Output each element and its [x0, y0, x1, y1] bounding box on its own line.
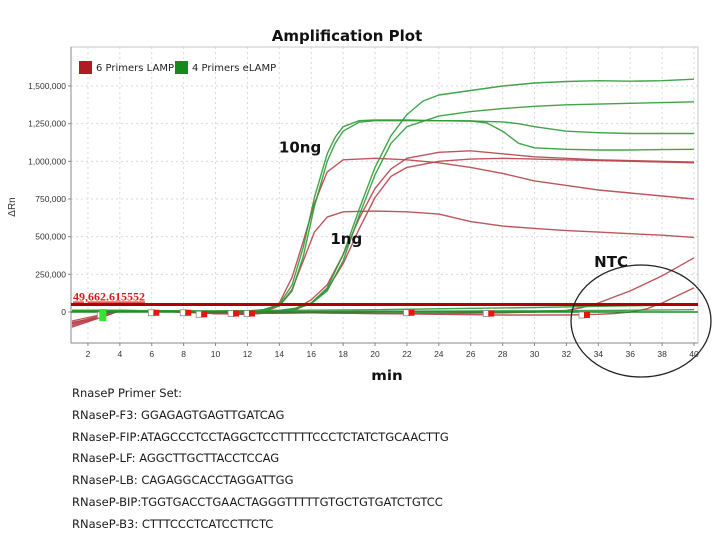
- ntc-circle-annotation: [570, 264, 712, 378]
- y-axis-label: ΔRn: [7, 197, 18, 216]
- x-tick-label: 40: [689, 349, 699, 359]
- primer-b3: RNaseP-B3: CTTTCCCTCATCCTTCTC: [72, 516, 274, 531]
- x-tick-label: 2: [86, 349, 91, 359]
- series-line: [72, 120, 694, 312]
- x-tick-label: 16: [306, 349, 316, 359]
- legend: 6 Primers LAMP 4 Primers eLAMP: [79, 61, 276, 74]
- legend-label-lamp: 6 Primers LAMP: [96, 63, 174, 74]
- threshold: 49,662.615552: [71, 290, 698, 313]
- x-tick-label: 34: [594, 349, 604, 359]
- x-tick-label: 12: [243, 349, 253, 359]
- annotation-10ng: 10ng: [279, 138, 321, 156]
- primer-f3: RNaseP-F3: GGAGAGTGAGTTGATCAG: [72, 407, 285, 422]
- primer-fip: RNaseP-FIP:ATAGCCCTCCTAGGCTCCTTTTTCCCTCT…: [72, 429, 449, 444]
- marker-red: [233, 310, 240, 317]
- x-tick-label: 10: [211, 349, 221, 359]
- primer-bip: RNaseP-BIP:TGGTGACCTGAACTAGGGTTTTTGTGCTG…: [72, 494, 443, 509]
- series-line: [71, 150, 695, 325]
- x-tick-label: 24: [434, 349, 444, 359]
- baseline-markers: [96, 309, 590, 322]
- marker-red: [249, 310, 256, 317]
- x-tick-label: 18: [338, 349, 348, 359]
- y-tick-label: 1,000,000: [28, 156, 66, 166]
- x-tick-label: 28: [498, 349, 508, 359]
- x-axis-label: min: [371, 367, 402, 380]
- primer-lf: RNaseP-LF: AGGCTTGCTTACCTCCAG: [72, 451, 280, 466]
- threshold-label: 49,662.615552: [73, 290, 145, 304]
- legend-swatch-lamp: [79, 61, 92, 74]
- plot-frame: [70, 46, 699, 344]
- primer-lb: RNaseP-LB: CAGAGGCACCTAGGATTGG: [72, 473, 294, 488]
- legend-label-elamp: 4 Primers eLAMP: [192, 63, 276, 74]
- series-lines: [71, 78, 695, 328]
- marker-green: [99, 309, 107, 322]
- x-tick-label: 14: [275, 349, 285, 359]
- chart-title: Amplification Plot: [272, 27, 423, 45]
- annotations: 10ng 1ng NTC: [279, 138, 628, 271]
- y-ticks: 0 250,000 500,000 750,000 1,000,000 1,250,000…: [28, 81, 71, 317]
- primer-set-heading: RnaseP Primer Set:: [72, 386, 183, 400]
- x-tick-label: 4: [117, 349, 122, 359]
- grid: [71, 47, 698, 343]
- legend-swatch-elamp: [175, 61, 188, 74]
- annotation-ntc: NTC: [594, 253, 628, 271]
- y-tick-label: 500,000: [35, 232, 66, 242]
- x-tick-label: 32: [562, 349, 572, 359]
- series-line: [72, 78, 695, 312]
- marker-red: [201, 311, 208, 318]
- primer-set: RnaseP Primer Set: RNaseP-F3: GGAGAGTGAG…: [72, 383, 449, 536]
- x-tick-label: 30: [530, 349, 540, 359]
- y-tick-label: 1,250,000: [28, 119, 66, 129]
- x-tick-label: 36: [625, 349, 635, 359]
- marker-red: [408, 309, 415, 316]
- marker-red: [153, 309, 160, 316]
- amplification-plot: Amplification Plot 0 250,000 500,000 750,00…: [7, 27, 712, 380]
- annotation-1ng: 1ng: [330, 230, 362, 248]
- x-tick-label: 26: [466, 349, 476, 359]
- y-tick-label: 750,000: [35, 194, 66, 204]
- marker-red: [488, 310, 495, 317]
- x-tick-label: 22: [402, 349, 412, 359]
- series-line: [71, 157, 695, 324]
- x-ticks: 2 4 6 8 10 12 14 16 18 20 22 24 26 28 30 32 34 36 38 40: [86, 343, 699, 359]
- x-tick-label: 8: [181, 349, 186, 359]
- marker-red: [583, 312, 590, 319]
- x-tick-label: 38: [657, 349, 667, 359]
- y-tick-label: 0: [61, 307, 66, 317]
- marker-red: [185, 309, 192, 316]
- x-tick-label: 6: [149, 349, 154, 359]
- y-tick-label: 250,000: [35, 269, 66, 279]
- y-tick-label: 1,500,000: [28, 81, 66, 91]
- x-tick-label: 20: [370, 349, 380, 359]
- series-line: [72, 119, 695, 312]
